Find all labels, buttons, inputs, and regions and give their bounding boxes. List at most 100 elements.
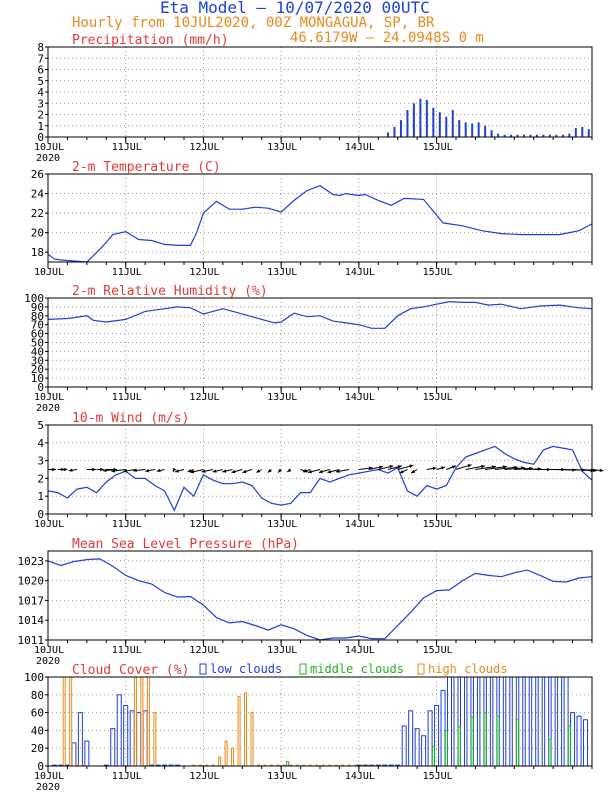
wind-vector-head [599,468,604,473]
precip-bar [555,134,558,137]
wind-vector-head [481,464,485,469]
y-tick-label: 3 [37,455,44,468]
x-tick-label: 14JUL [345,142,375,153]
panel-5: 1011 1014 1017 1020 1023 10JUL 11JUL 12JUL 13JUL… [18,537,593,667]
panel-6: 0 20 40 60 80 100 10JUL 11JUL 12JUL 13JUL 14JUL 15J… [24,662,593,792]
precip-bar [432,107,435,137]
cloud-bar [142,710,148,767]
wind-vector-head [397,465,402,469]
y-tick-label: 50 [31,337,44,350]
precip-bar [529,134,532,137]
cloud-bar [479,676,485,767]
cloud-bar [237,696,241,767]
y-tick-label: 30 [31,354,44,367]
x-tick-label: 11JUL [112,519,142,530]
precip-bar [425,99,428,137]
plot-frame [47,173,593,263]
x-tick-label: 15JUL [423,392,453,403]
cloud-bar [505,676,511,767]
precip-bar [581,126,584,137]
plot-frame [47,297,593,388]
x-tick-label: 14JUL [345,519,375,530]
cloud-bar [531,676,537,767]
cloud-bar [250,712,254,767]
precip-bar [438,112,441,137]
y-tick-label: 40 [31,345,44,358]
precip-bar [587,129,590,137]
series-high-clouds [62,676,371,767]
cloud-bar [427,710,433,767]
panel-2: 18 20 22 24 26 10JUL 11JUL 12JUL 13JUL 14JUL 15JUL… [31,160,593,278]
y-tick-label: 8 [37,41,44,54]
wind-vector-head [190,470,195,474]
cloud-bar [498,676,504,767]
y-tick-label: 60 [31,328,44,341]
cloud-bar [62,676,66,767]
cloud-bar [472,676,478,767]
y-tick-label: 5 [37,75,44,88]
cloud-bar [511,676,517,767]
cloud-bar [492,676,498,767]
y-tick-label: 1023 [18,555,45,568]
wind-vector-head [52,467,56,472]
y-tick-label: 20 [31,742,44,755]
station-coordinates: 46.6179W — 24.0948S 0 m [290,30,484,46]
y-tick-label: 1 [37,490,44,503]
cloud-bar [110,728,116,767]
cloud-bar [516,719,520,767]
precip-bar [523,134,525,137]
x-tick-label: 15JUL [423,267,453,278]
cloud-bar [544,676,550,767]
x-tick-label: 13JUL [267,392,297,403]
wind-vector-head [242,469,247,474]
y-tick-label: 4 [37,86,44,99]
y-tick-label: 2 [37,472,44,485]
precip-bar [445,116,448,137]
x-tick-label: 13JUL [267,519,297,530]
y-tick-label: 26 [31,168,44,181]
wind-vector-head [175,469,179,473]
cloud-bar [69,676,73,767]
year-label: 2020 [36,782,60,792]
precip-bar [451,110,454,137]
cloud-bar [224,740,228,767]
wind-vector-head [303,469,308,473]
precip-bar [568,133,571,137]
series-line [47,558,593,641]
chart-main-title: Eta Model — 10/07/2020 00UTC [160,0,430,17]
wind-vector-head [308,469,312,474]
x-tick-label: 11JUL [112,142,142,153]
y-tick-label: 100 [24,292,44,305]
legend-label: low clouds [210,662,282,676]
wind-vector-head [335,469,340,473]
cloud-bar [136,712,142,767]
x-tick-label: 12JUL [189,519,219,530]
y-tick-label: 5 [37,419,44,432]
precip-bar [503,134,506,137]
cloud-bar [218,756,222,767]
x-tick-label: 13JUL [267,771,297,782]
wind-vector-head [231,469,236,474]
wind-vector-head [62,467,66,472]
wind-vector-head [100,467,104,472]
wind-vector-head [222,469,227,473]
y-tick-label: 4 [37,437,44,450]
cloud-bar [459,676,465,767]
legend-swatch [199,663,207,675]
panel-title: Precipitation (mm/h) [72,33,229,48]
wind-vector-head [379,465,383,469]
precip-bar [510,134,513,137]
x-tick-label: 12JUL [189,392,219,403]
wind-vector-head [451,465,456,469]
x-tick-label: 10JUL [34,645,64,656]
y-tick-label: 24 [31,188,45,201]
x-tick-label: 12JUL [189,267,219,278]
x-tick-label: 15JUL [423,771,453,782]
wind-vector-head [411,469,416,474]
wind-vector-head [409,464,414,468]
y-tick-label: 20 [31,227,44,240]
y-tick-label: 1017 [18,594,45,607]
wind-vector-head [318,469,323,474]
